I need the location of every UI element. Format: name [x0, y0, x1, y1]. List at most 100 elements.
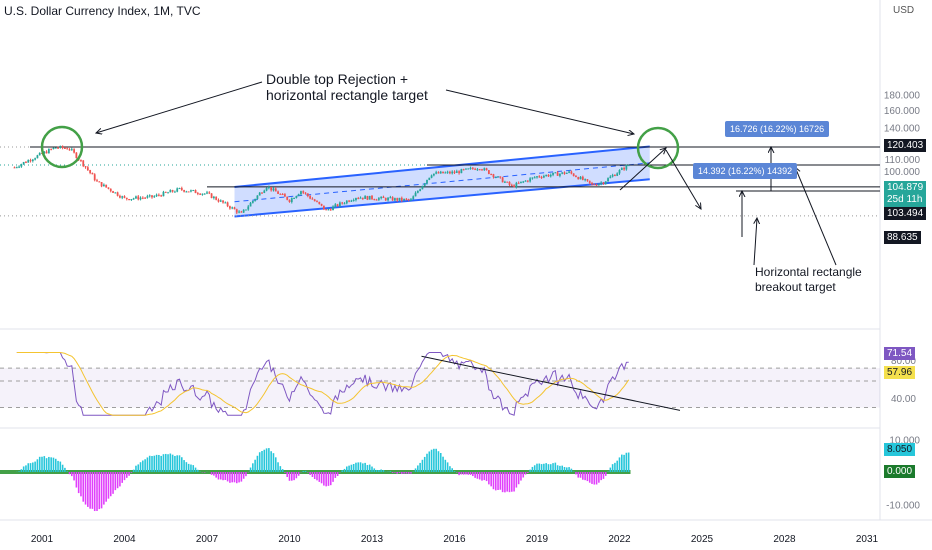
price-tick: 180.000	[884, 91, 921, 102]
candle-body	[86, 167, 89, 171]
candle-body	[91, 172, 94, 175]
candle-body	[286, 196, 289, 200]
time-tick: 2019	[526, 534, 549, 545]
candle-body	[146, 196, 149, 198]
candle-body	[341, 202, 344, 204]
candle-body	[506, 181, 509, 183]
candle-body	[25, 162, 27, 164]
candle-body	[174, 191, 176, 193]
candle-body	[343, 203, 346, 205]
currency-label: USD	[893, 5, 915, 16]
double-top-line-2: horizontal rectangle target	[266, 87, 428, 103]
annotation-arrow-left	[96, 81, 263, 133]
candle-body	[176, 188, 179, 192]
time-tick: 2004	[113, 534, 136, 545]
candle-body	[455, 171, 458, 173]
candle-body	[82, 160, 85, 167]
candle-body	[565, 172, 568, 174]
candle-body	[144, 197, 147, 199]
candle-body	[510, 184, 513, 186]
candle-body	[31, 159, 34, 162]
candle-body	[199, 193, 202, 195]
candle-body	[490, 173, 493, 175]
candle-body	[284, 194, 286, 197]
candle-body	[410, 199, 412, 201]
candle-body	[167, 192, 169, 194]
candle-body	[194, 190, 197, 194]
candle-body	[318, 201, 321, 204]
candle-body	[538, 176, 541, 178]
double-top-circle-right	[636, 126, 680, 170]
candle-body	[157, 194, 160, 196]
candle-body	[616, 173, 619, 176]
price-label-88: 88.635	[884, 231, 921, 244]
candle-body	[235, 209, 238, 213]
candle-body	[73, 149, 75, 153]
rsi-tick: 80.00	[891, 356, 916, 367]
candle-body	[47, 149, 50, 154]
candle-body	[206, 192, 208, 194]
double-top-annotation: Double top Rejection + horizontal rectan…	[266, 71, 428, 103]
time-tick: 2010	[278, 534, 301, 545]
candle-body	[485, 168, 488, 171]
price-tick: 110.000	[885, 155, 921, 166]
candle-body	[414, 192, 417, 197]
candle-body	[595, 184, 598, 186]
candle-body	[524, 180, 527, 182]
candle-body	[481, 169, 483, 171]
candle-body	[432, 173, 435, 176]
candle-body	[137, 196, 140, 200]
candle-body	[591, 182, 593, 185]
candle-body	[602, 182, 605, 184]
candle-body	[190, 190, 192, 192]
price-label-103: 103.494	[884, 207, 927, 220]
candle-body	[64, 147, 66, 149]
candle-body	[336, 204, 339, 207]
measure-top-label: 16.726 (16.22%) 16726	[725, 121, 830, 137]
candle-body	[171, 190, 174, 192]
candle-body	[556, 172, 559, 176]
candle-body	[577, 177, 580, 180]
candle-body	[345, 200, 348, 204]
candle-body	[215, 196, 218, 200]
candle-body	[119, 195, 121, 198]
double-top-line-1: Double top Rejection +	[266, 71, 409, 87]
chart-title: U.S. Dollar Currency Index, 1M, TVC	[4, 4, 201, 18]
candle-body	[449, 171, 451, 174]
candle-body	[412, 196, 415, 200]
candle-body	[334, 204, 337, 207]
candle-body	[563, 172, 566, 174]
breakout-arrow	[753, 218, 757, 266]
candle-body	[75, 152, 78, 159]
rsi-band	[0, 368, 880, 408]
candle-body	[467, 168, 470, 170]
candle-body	[313, 199, 316, 202]
candle-body	[238, 211, 240, 213]
rsi-ma-value-label: 57.96	[884, 366, 916, 379]
candle-body	[13, 167, 16, 169]
candle-body	[316, 201, 318, 203]
candle-body	[121, 196, 124, 198]
candle-body	[483, 168, 486, 171]
candle-body	[359, 197, 362, 199]
candle-body	[261, 192, 263, 194]
candle-body	[281, 194, 284, 196]
candle-body	[178, 188, 181, 190]
candle-body	[267, 187, 270, 189]
candle-body	[581, 176, 584, 180]
candle-body	[219, 200, 222, 202]
candle-body	[96, 180, 98, 182]
candle-body	[419, 189, 422, 191]
candle-body	[245, 209, 247, 211]
candle-body	[529, 178, 532, 182]
candle-body	[139, 197, 142, 200]
target-arrow-down	[665, 149, 701, 209]
rsi-ma-line	[16, 352, 630, 416]
candle-body	[247, 206, 250, 210]
candle-body	[437, 172, 440, 174]
candle-body	[185, 191, 188, 193]
candle-body	[196, 193, 199, 195]
candle-body	[277, 191, 279, 194]
candle-body	[458, 171, 460, 174]
